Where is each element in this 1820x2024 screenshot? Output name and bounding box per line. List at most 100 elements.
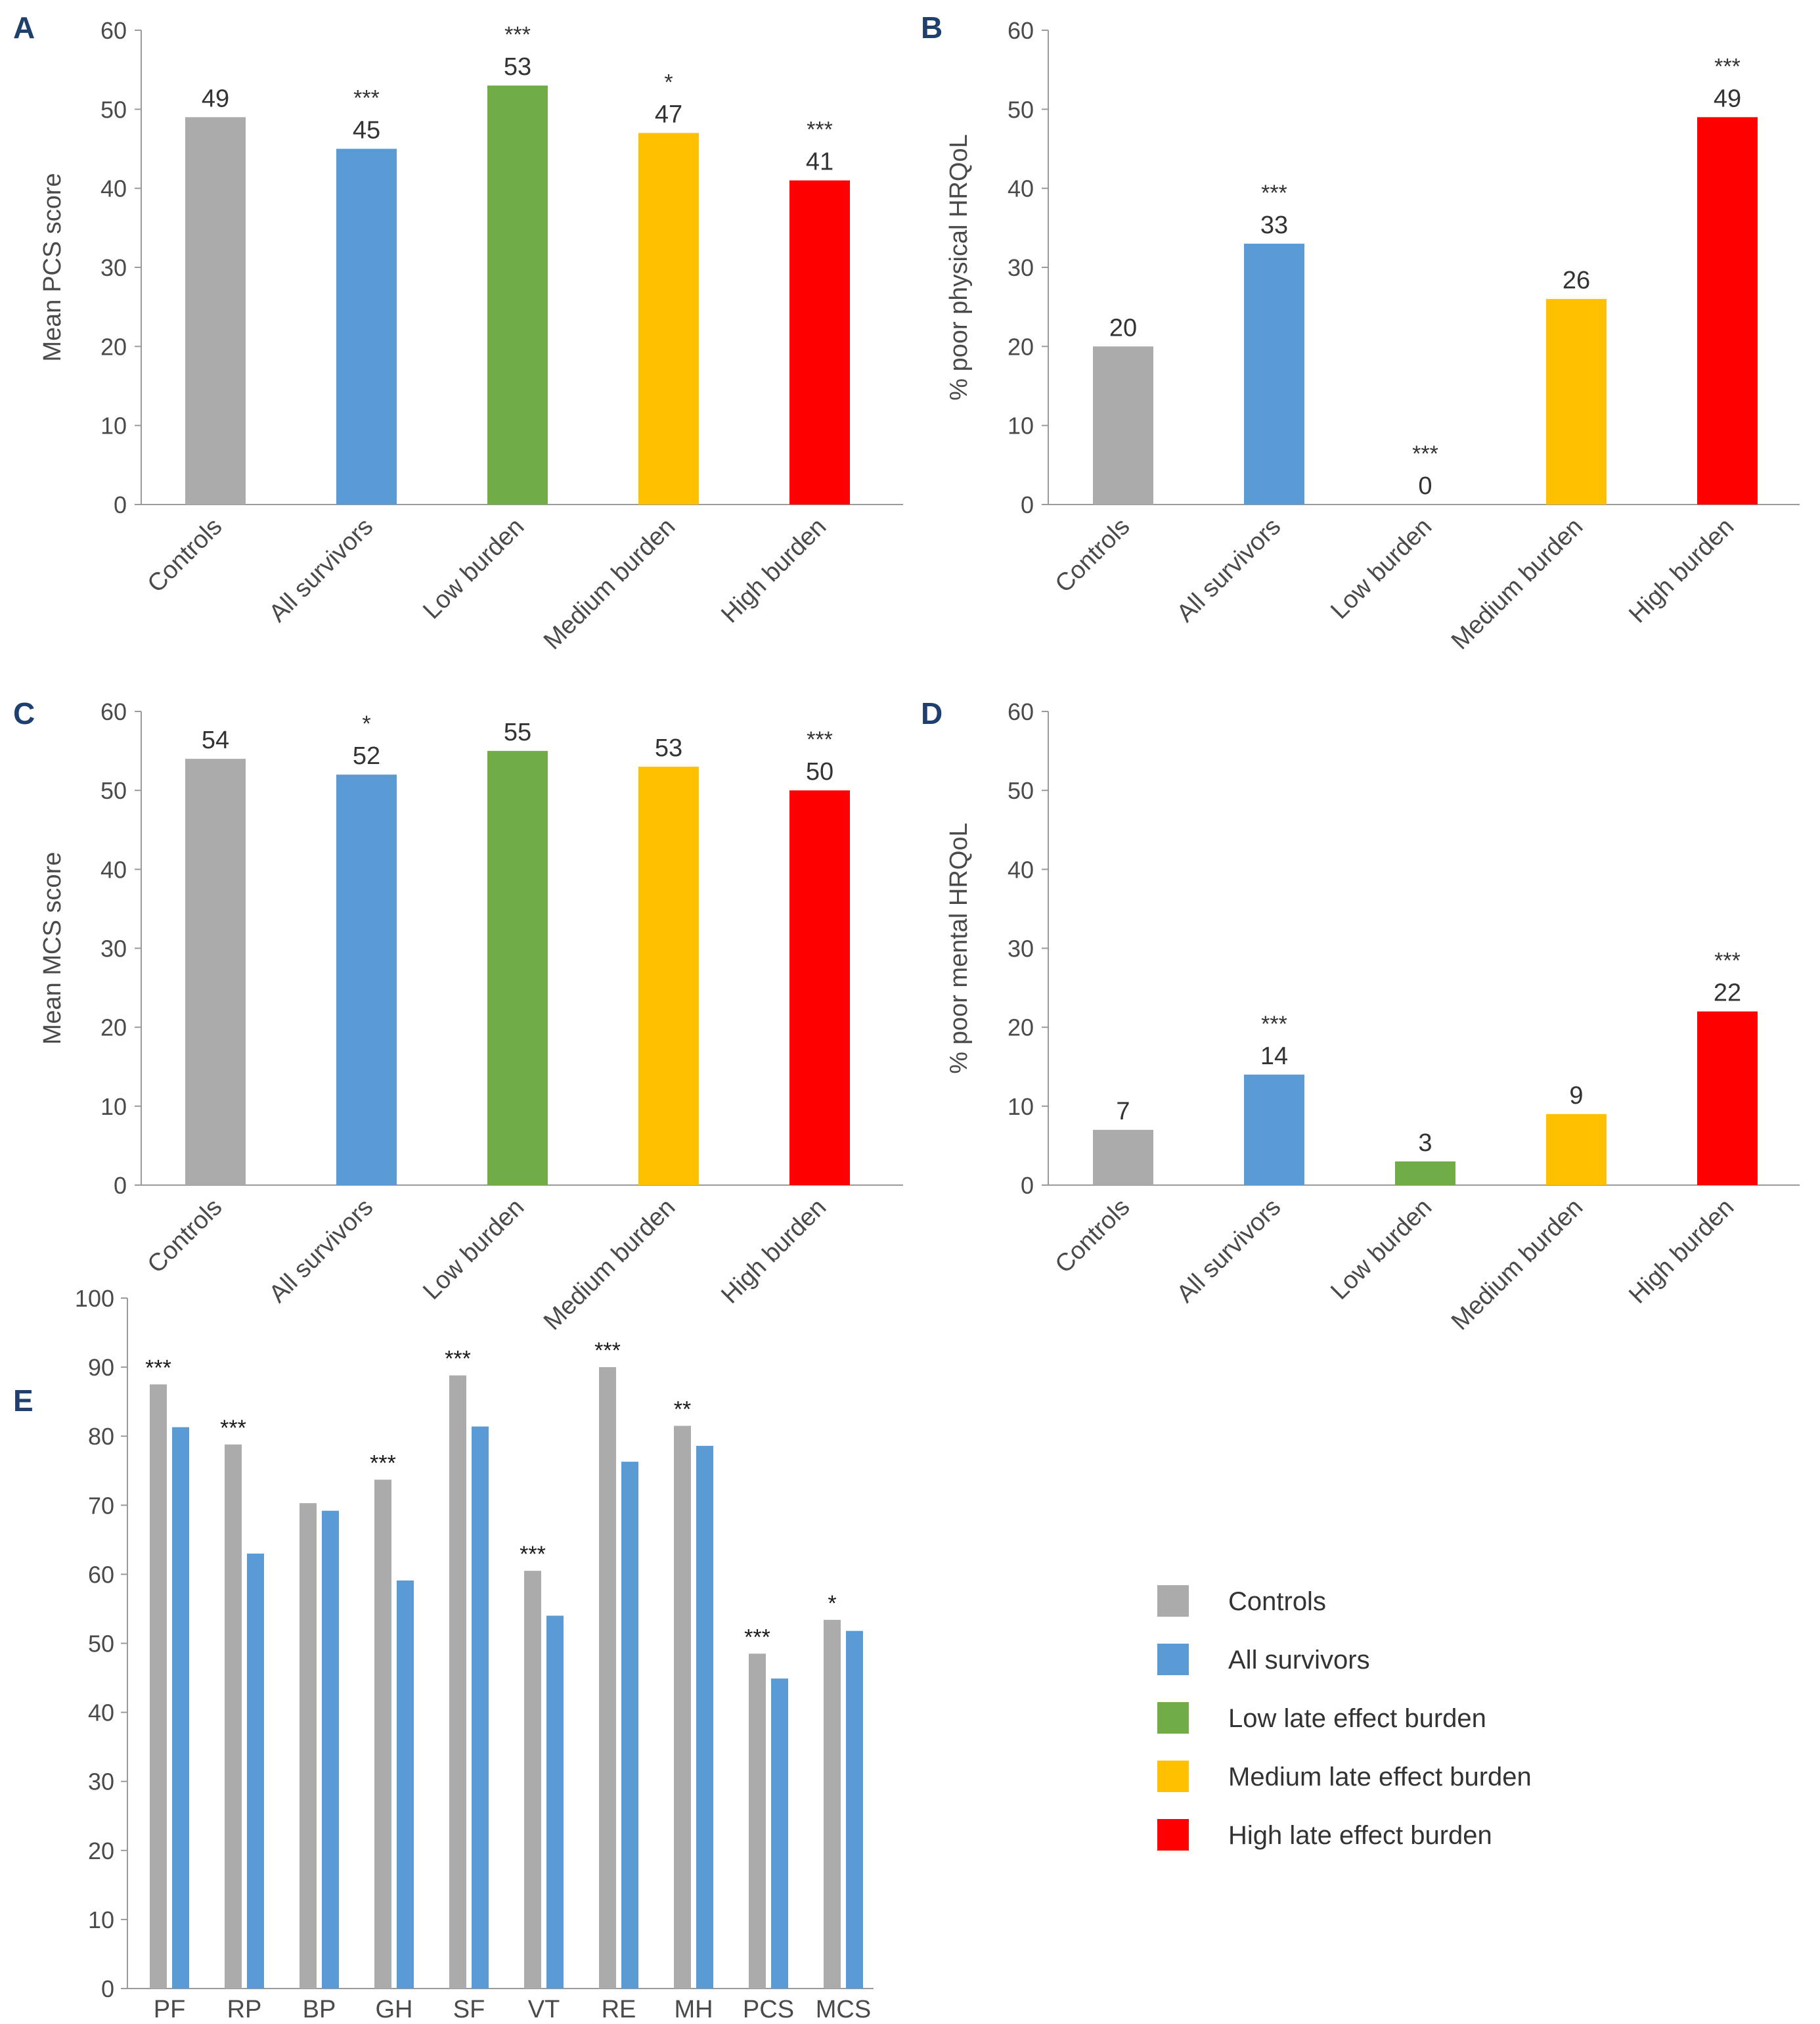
data-label-c: 54 [202, 727, 229, 754]
bar-e-controls [225, 1444, 242, 1989]
category-label-e: MCS [816, 1996, 871, 2023]
panel-letter-c: C [13, 696, 35, 731]
bar-d [1093, 1129, 1153, 1185]
y-tick-label-c: 30 [100, 935, 127, 962]
bar-e-survivors [172, 1427, 189, 1989]
y-tick-label-d: 10 [1008, 1093, 1034, 1120]
data-label-a: 47 [655, 101, 682, 128]
significance-label-e: ** [674, 1397, 691, 1422]
y-tick-label-e: 0 [101, 1975, 114, 2002]
category-label-a: Controls [143, 513, 228, 598]
y-tick-label-e: 30 [88, 1768, 114, 1795]
category-label-b: All survivors [1172, 513, 1287, 628]
bar-b [1697, 117, 1758, 505]
bar-e-survivors [771, 1678, 788, 1989]
significance-label-a: *** [504, 22, 531, 47]
bar-a [789, 180, 850, 505]
y-tick-label-d: 50 [1008, 777, 1034, 804]
data-label-d: 7 [1116, 1098, 1130, 1125]
y-tick-label-b: 50 [1008, 96, 1034, 123]
bar-d [1697, 1011, 1758, 1185]
data-label-b: 33 [1260, 212, 1288, 239]
panel-letter-a: A [13, 11, 35, 45]
category-label-a: High burden [716, 513, 832, 629]
y-tick-label-d: 0 [1021, 1172, 1034, 1199]
bar-e-controls [449, 1375, 466, 1989]
legend-swatch [1157, 1702, 1189, 1734]
data-label-d: 3 [1418, 1129, 1432, 1157]
y-tick-label-c: 10 [100, 1093, 127, 1120]
y-tick-label-b: 60 [1008, 17, 1034, 44]
bar-e-survivors [322, 1510, 339, 1989]
bar-e-controls [674, 1426, 691, 1989]
legend-label: All survivors [1228, 1646, 1370, 1675]
category-label-b: Controls [1050, 513, 1136, 598]
panel-c: C 0 10 20 30 40 50 60 Mean MCS score 54 Controls 52… [13, 696, 903, 1336]
category-label-e: RP [227, 1996, 262, 2023]
y-tick-label-a: 40 [100, 175, 127, 202]
y-axis-title-c: Mean MCS score [39, 852, 66, 1045]
significance-label-e: *** [445, 1347, 471, 1372]
y-tick-label-a: 50 [100, 96, 127, 123]
bar-e-survivors [472, 1426, 489, 1989]
category-label-d: Medium burden [1446, 1194, 1588, 1336]
significance-label-e: *** [370, 1451, 396, 1475]
bar-e-controls [524, 1571, 541, 1989]
category-label-e: MH [674, 1996, 713, 2023]
significance-label-b: *** [1412, 441, 1438, 466]
category-label-c: Low burden [418, 1194, 529, 1305]
bar-c [789, 790, 850, 1185]
category-label-e: BP [303, 1996, 336, 2023]
legend-label: Low late effect burden [1228, 1704, 1486, 1733]
y-tick-label-d: 40 [1008, 856, 1034, 883]
bar-b [1546, 299, 1607, 505]
data-label-c: 55 [504, 719, 531, 746]
data-label-d: 22 [1714, 979, 1741, 1007]
data-label-c: 52 [353, 742, 380, 770]
data-label-b: 49 [1714, 85, 1741, 112]
significance-label-b: *** [1714, 54, 1741, 79]
legend-swatch [1157, 1819, 1189, 1851]
bar-d [1546, 1113, 1607, 1185]
category-label-d: Controls [1050, 1194, 1136, 1279]
y-tick-label-d: 30 [1008, 935, 1034, 962]
bar-e-controls [749, 1653, 766, 1989]
significance-label-e: *** [520, 1542, 546, 1567]
category-label-b: Medium burden [1446, 513, 1588, 655]
bar-d [1244, 1074, 1304, 1185]
panel-letter-b: B [921, 11, 943, 45]
bar-e-survivors [546, 1615, 564, 1989]
legend-label: Controls [1228, 1587, 1326, 1616]
category-label-b: High burden [1624, 513, 1739, 629]
y-tick-label-e: 10 [88, 1906, 114, 1933]
category-label-e: VT [528, 1996, 560, 2023]
data-label-a: 41 [806, 148, 833, 176]
bar-e-survivors [621, 1462, 638, 1989]
category-label-e: SF [453, 1996, 485, 2023]
y-axis-title-d: % poor mental HRQoL [945, 822, 973, 1073]
bar-e-controls [374, 1479, 391, 1989]
bar-a [638, 133, 699, 505]
significance-label-d: *** [1261, 1012, 1287, 1037]
significance-label-b: *** [1261, 181, 1287, 206]
bar-c [336, 775, 397, 1185]
category-label-e: RE [602, 1996, 636, 2023]
significance-label-c: * [362, 711, 370, 736]
y-tick-label-e: 60 [88, 1561, 114, 1588]
category-label-e: GH [376, 1996, 413, 2023]
category-label-c: Controls [143, 1194, 228, 1279]
panel-b: B 0 10 20 30 40 50 60 % poor physical HRQoL 20 Con… [921, 11, 1800, 655]
bar-e-survivors [846, 1630, 863, 1989]
panel-letter-e: E [13, 1383, 33, 1418]
y-tick-label-a: 30 [100, 254, 127, 281]
bar-e-controls [824, 1619, 841, 1989]
data-label-d: 14 [1260, 1043, 1288, 1070]
panel-letter-d: D [921, 696, 943, 731]
bar-e-controls [599, 1367, 616, 1989]
significance-label-a: *** [807, 118, 833, 143]
category-label-c: High burden [716, 1194, 832, 1309]
y-tick-label-b: 0 [1021, 491, 1034, 518]
bar-e-survivors [247, 1553, 264, 1989]
category-label-a: Low burden [418, 513, 529, 625]
data-label-b: 26 [1563, 267, 1590, 294]
